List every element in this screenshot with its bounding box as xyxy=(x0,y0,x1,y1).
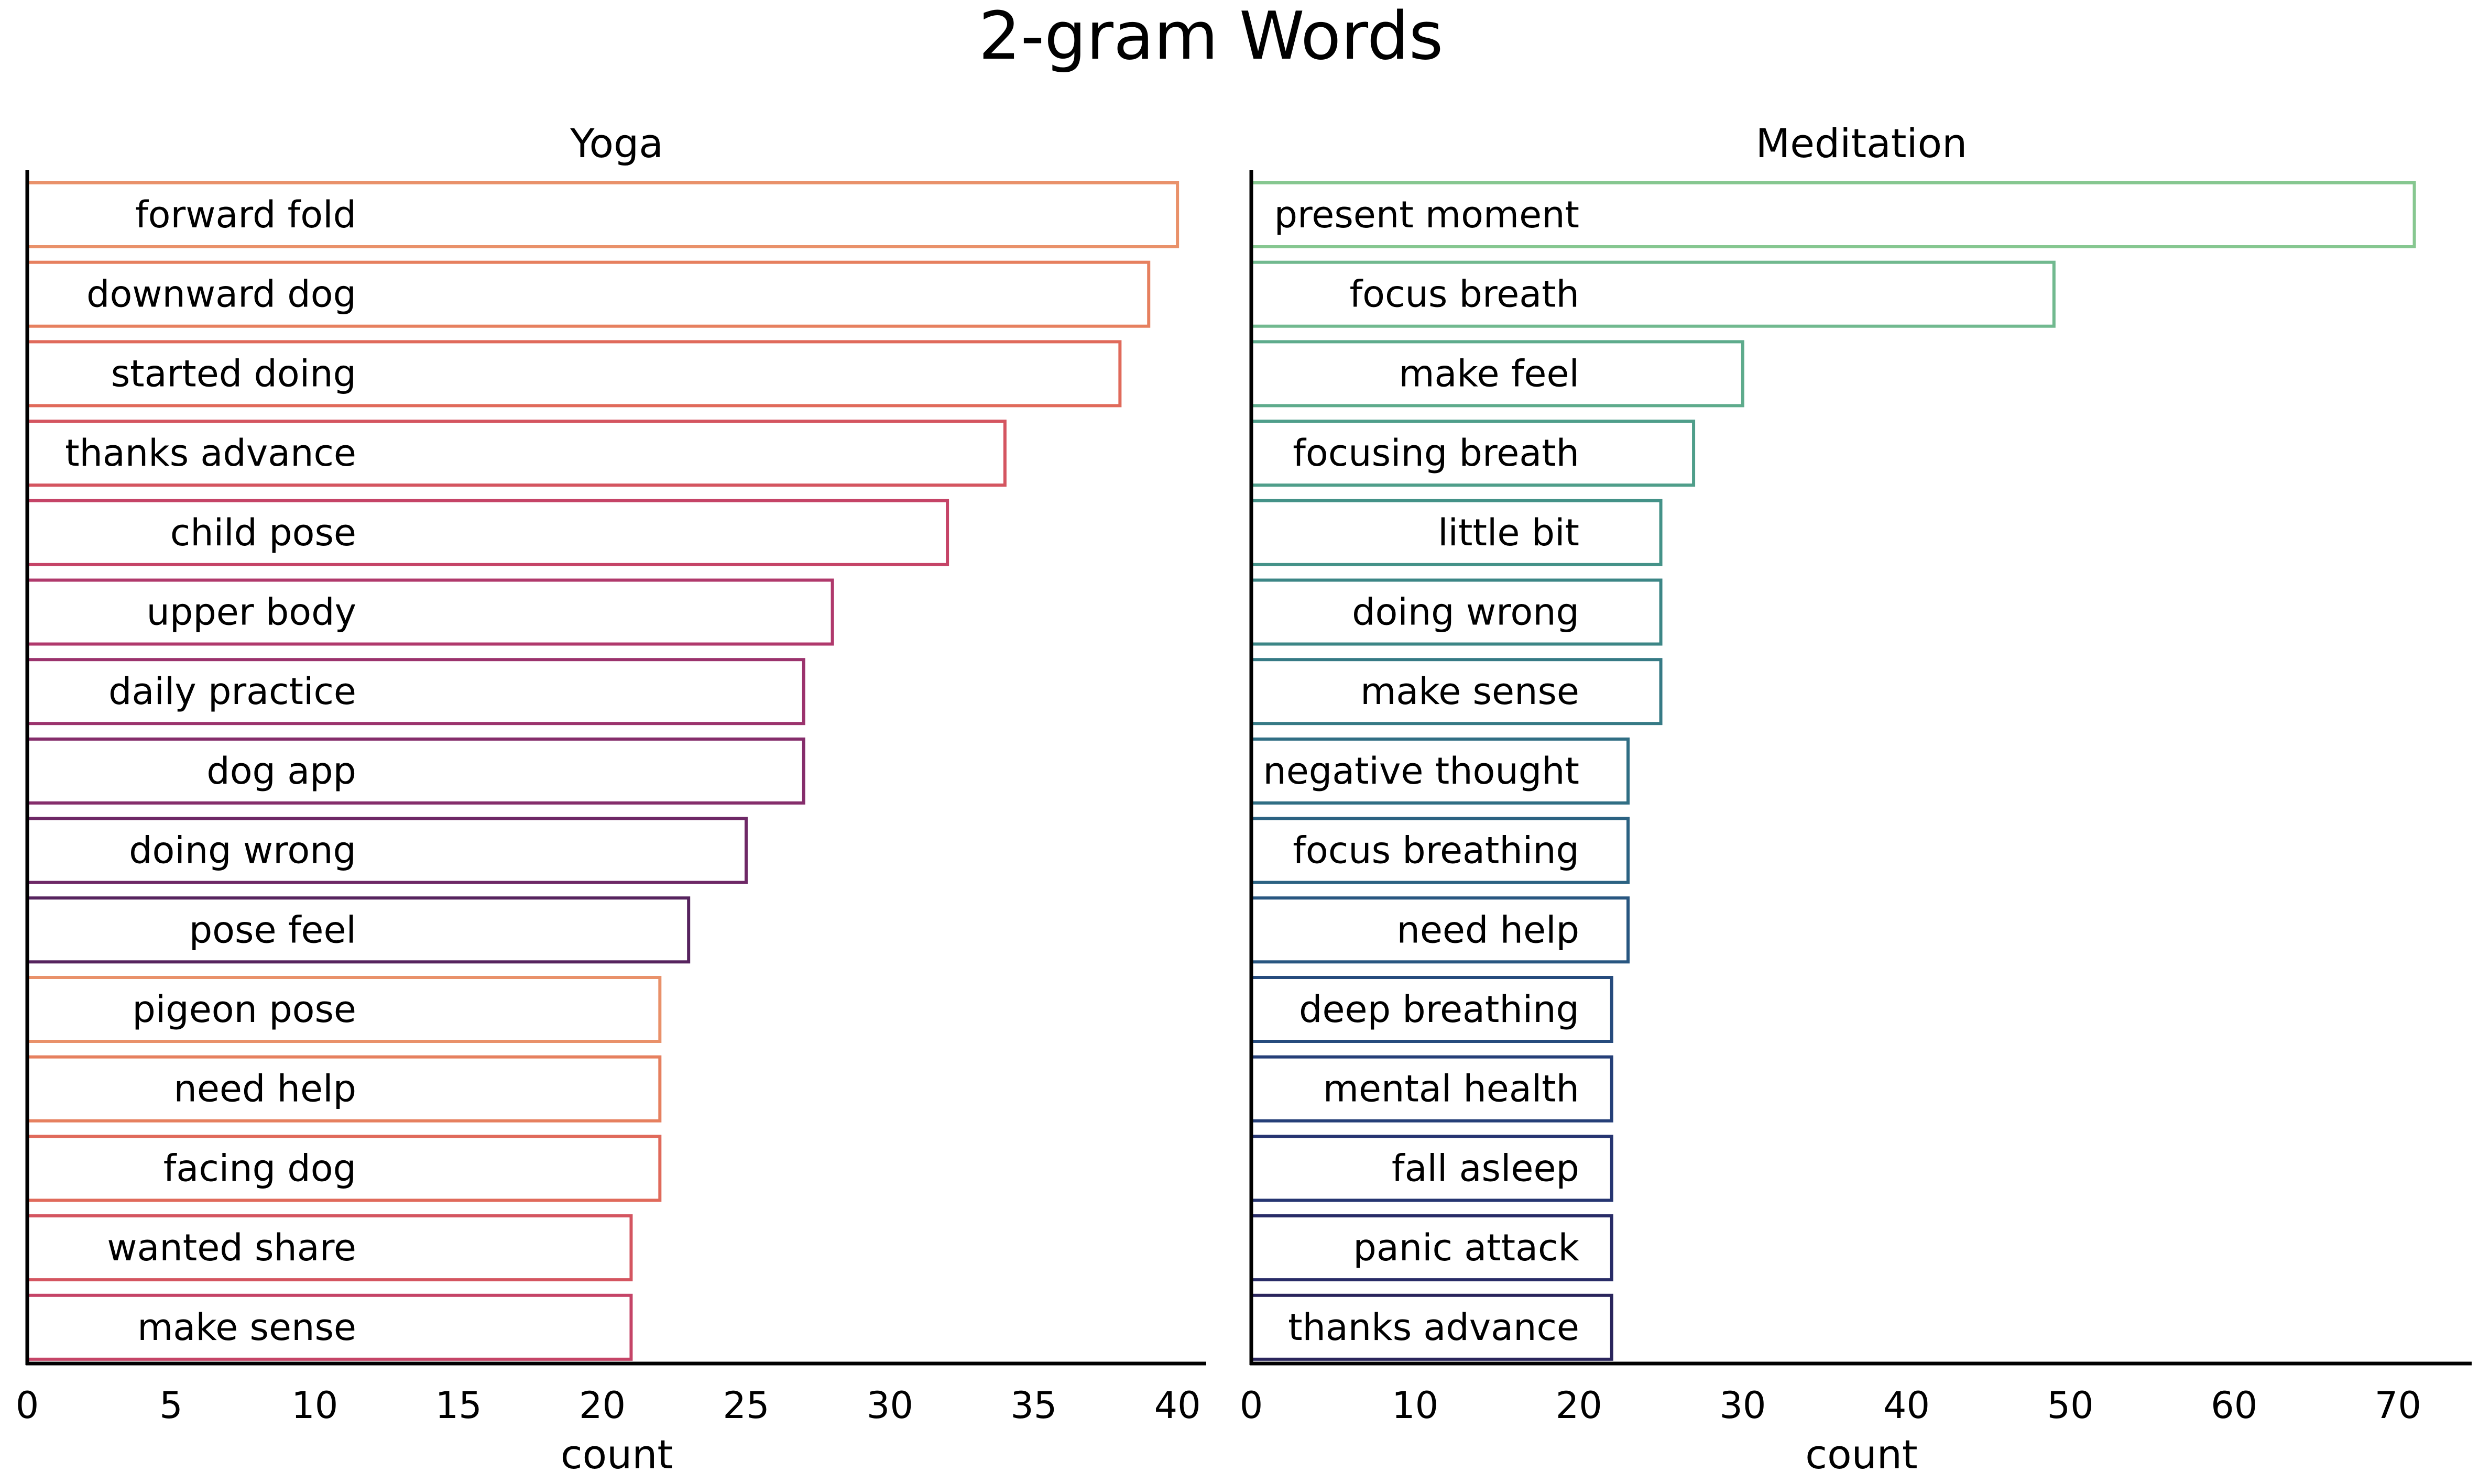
yoga-tick-label: 25 xyxy=(723,1384,769,1427)
meditation-panel: Meditation present moment focus breath make… xyxy=(1240,120,2472,1478)
yoga-tick-label: 20 xyxy=(579,1384,626,1427)
yoga-bar-label: started doing xyxy=(111,352,356,395)
meditation-bar-label: deep breathing xyxy=(1299,988,1579,1031)
meditation-bar-label: make sense xyxy=(1360,670,1579,713)
yoga-tick-label: 15 xyxy=(435,1384,482,1427)
yoga-bar-label: dog app xyxy=(206,750,356,793)
meditation-bar-label: focus breathing xyxy=(1293,829,1579,872)
yoga-x-axis-label: count xyxy=(561,1431,673,1478)
meditation-tick-label: 0 xyxy=(1240,1384,1263,1427)
meditation-bar-label: negative thought xyxy=(1263,750,1579,793)
yoga-tick-label: 10 xyxy=(291,1384,338,1427)
meditation-tick-label: 70 xyxy=(2375,1384,2421,1427)
meditation-bar-label: focus breath xyxy=(1350,273,1580,316)
meditation-bar-label: mental health xyxy=(1323,1068,1579,1111)
meditation-bar-label: focusing breath xyxy=(1293,432,1579,475)
chart-panels: Yoga forward fold downward dog started doin… xyxy=(16,120,2472,1478)
yoga-bar-label: downward dog xyxy=(86,273,356,316)
yoga-bar xyxy=(26,737,805,805)
yoga-bar xyxy=(26,896,691,964)
yoga-bar-label: upper body xyxy=(147,591,356,634)
meditation-x-axis-label: count xyxy=(1805,1431,1917,1478)
yoga-bar-label: doing wrong xyxy=(129,829,356,872)
yoga-tick-label: 35 xyxy=(1010,1384,1057,1427)
meditation-bar-label: fall asleep xyxy=(1392,1147,1579,1190)
yoga-bar-label: make sense xyxy=(137,1306,356,1349)
yoga-tick-label: 30 xyxy=(867,1384,913,1427)
yoga-bar-label: child pose xyxy=(170,511,356,554)
meditation-tick-label: 60 xyxy=(2211,1384,2257,1427)
yoga-bar-label: thanks advance xyxy=(65,432,356,475)
meditation-bar-label: need help xyxy=(1397,908,1580,951)
meditation-tick-label: 40 xyxy=(1883,1384,1930,1427)
yoga-panel: Yoga forward fold downward dog started doin… xyxy=(16,120,1206,1478)
yoga-bar xyxy=(26,499,949,566)
yoga-panel-title: Yoga xyxy=(570,120,663,167)
meditation-bar-label: thanks advance xyxy=(1288,1306,1579,1349)
chart-title: 2-gram Words xyxy=(979,0,1444,74)
meditation-tick-label: 50 xyxy=(2047,1384,2094,1427)
meditation-tick-label: 20 xyxy=(1556,1384,1602,1427)
yoga-bar-label: pose feel xyxy=(189,908,356,951)
meditation-bar-label: doing wrong xyxy=(1352,591,1579,634)
yoga-bar-label: need help xyxy=(174,1068,357,1111)
yoga-bar-label: daily practice xyxy=(108,670,356,713)
meditation-panel-title: Meditation xyxy=(1756,120,1968,167)
yoga-bar-label: pigeon pose xyxy=(132,988,356,1031)
meditation-tick-label: 10 xyxy=(1392,1384,1438,1427)
meditation-bar-label: make feel xyxy=(1399,352,1579,395)
yoga-bar-label: wanted share xyxy=(107,1226,356,1269)
meditation-bar-label: panic attack xyxy=(1353,1226,1579,1269)
yoga-bar-label: forward fold xyxy=(135,193,356,236)
meditation-bar-label: little bit xyxy=(1438,511,1579,554)
meditation-tick-label: 30 xyxy=(1719,1384,1766,1427)
meditation-bar-label: present moment xyxy=(1274,193,1579,236)
yoga-tick-label: 40 xyxy=(1154,1384,1201,1427)
yoga-tick-label: 5 xyxy=(159,1384,183,1427)
yoga-bar-label: facing dog xyxy=(163,1147,356,1190)
yoga-tick-label: 0 xyxy=(16,1384,39,1427)
